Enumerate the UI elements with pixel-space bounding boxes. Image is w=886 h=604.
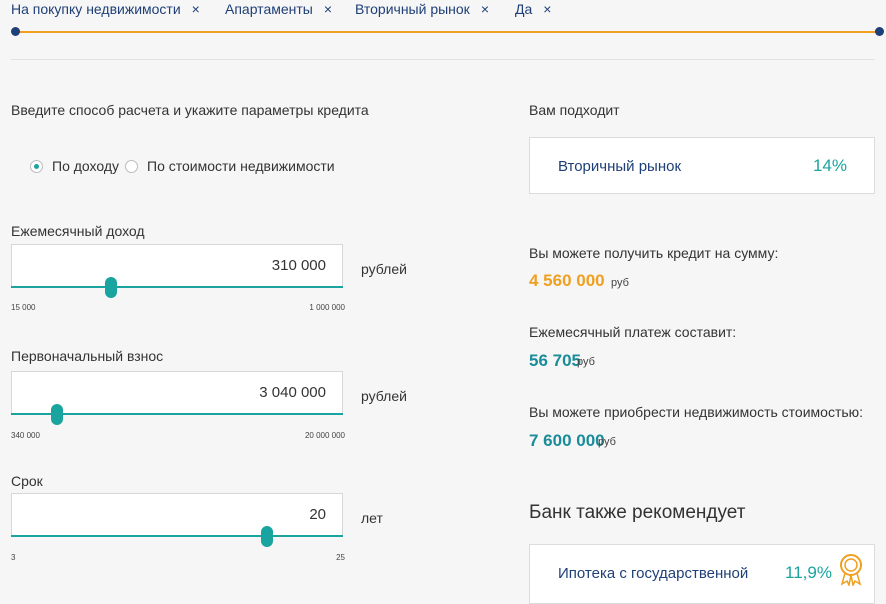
- chip-property-type: Апартаменты ×: [225, 1, 332, 17]
- close-icon[interactable]: ×: [480, 1, 489, 17]
- program-rate: 14%: [812, 156, 847, 175]
- term-min: 3: [11, 553, 16, 562]
- down-payment-unit: рублей: [361, 388, 407, 404]
- radio-by-property-cost[interactable]: По стоимости недвижимости: [125, 158, 335, 174]
- medal-icon: [838, 554, 864, 591]
- chip-market: Вторичный рынок ×: [355, 1, 489, 17]
- term-slider-track[interactable]: [11, 535, 343, 537]
- down-payment-field[interactable]: [11, 371, 343, 414]
- close-icon[interactable]: ×: [543, 1, 552, 17]
- radio-label: По стоимости недвижимости: [147, 158, 335, 174]
- close-icon[interactable]: ×: [191, 1, 200, 17]
- results-heading: Вам подходит: [529, 102, 620, 118]
- payment-currency: руб: [577, 356, 595, 368]
- field-label-term: Срок: [11, 473, 43, 489]
- chip-label: На покупку недвижимости: [11, 1, 181, 17]
- program-card[interactable]: Вторичный рынок 14%: [529, 137, 875, 194]
- form-heading: Введите способ расчета и укажите парамет…: [11, 102, 369, 118]
- credit-amount: 4 560 000: [529, 271, 605, 290]
- recommendation-card[interactable]: Ипотека с государственной 11,9%: [529, 544, 875, 604]
- down-payment-slider-thumb[interactable]: [51, 404, 64, 425]
- income-min: 15 000: [11, 303, 36, 312]
- payment-label: Ежемесячный платеж составит:: [529, 324, 737, 340]
- property-amount: 7 600 000: [529, 431, 605, 450]
- property-currency: руб: [598, 436, 616, 448]
- down-payment-max: 20 000 000: [304, 431, 345, 440]
- income-field[interactable]: [11, 244, 343, 287]
- program-name: Вторичный рынок: [558, 158, 682, 175]
- term-unit: лет: [361, 510, 383, 526]
- progress-start-dot: [11, 27, 20, 36]
- income-slider-track[interactable]: [11, 286, 343, 288]
- divider: [11, 59, 875, 60]
- recommend-heading: Банк также рекомендует: [529, 502, 746, 523]
- chip-label: Да: [515, 1, 533, 17]
- recommendation-rate: 11,9%: [785, 563, 832, 582]
- chip-purpose: На покупку недвижимости ×: [11, 1, 200, 17]
- income-unit: рублей: [361, 261, 407, 277]
- income-max: 1 000 000: [309, 303, 345, 312]
- term-slider-thumb[interactable]: [260, 526, 273, 547]
- term-max: 25: [336, 553, 345, 562]
- term-field[interactable]: [11, 493, 343, 536]
- income-input[interactable]: [66, 257, 326, 274]
- radio-unchecked-icon: [125, 159, 138, 173]
- payment-amount: 56 705: [529, 351, 581, 370]
- field-label-income: Ежемесячный доход: [11, 223, 145, 239]
- down-payment-input[interactable]: [66, 384, 326, 401]
- down-payment-slider-track[interactable]: [11, 413, 343, 415]
- chip-label: Апартаменты: [225, 1, 313, 17]
- income-slider-thumb[interactable]: [104, 277, 117, 298]
- progress-end-dot: [875, 27, 884, 36]
- down-payment-min: 340 000: [11, 431, 40, 440]
- chip-label: Вторичный рынок: [355, 1, 470, 17]
- credit-label: Вы можете получить кредит на сумму:: [529, 245, 779, 261]
- progress-line: [15, 31, 879, 33]
- radio-by-income[interactable]: По доходу: [30, 158, 119, 174]
- term-input[interactable]: [66, 506, 326, 523]
- close-icon[interactable]: ×: [323, 1, 333, 17]
- property-label: Вы можете приобрести недвижимость стоимо…: [529, 404, 864, 420]
- radio-checked-icon: [30, 159, 43, 173]
- credit-currency: руб: [611, 277, 629, 289]
- recommendation-name: Ипотека с государственной: [558, 565, 749, 582]
- field-label-down-payment: Первоначальный взнос: [11, 348, 164, 364]
- chip-answer: Да ×: [515, 1, 551, 17]
- radio-label: По доходу: [52, 158, 120, 174]
